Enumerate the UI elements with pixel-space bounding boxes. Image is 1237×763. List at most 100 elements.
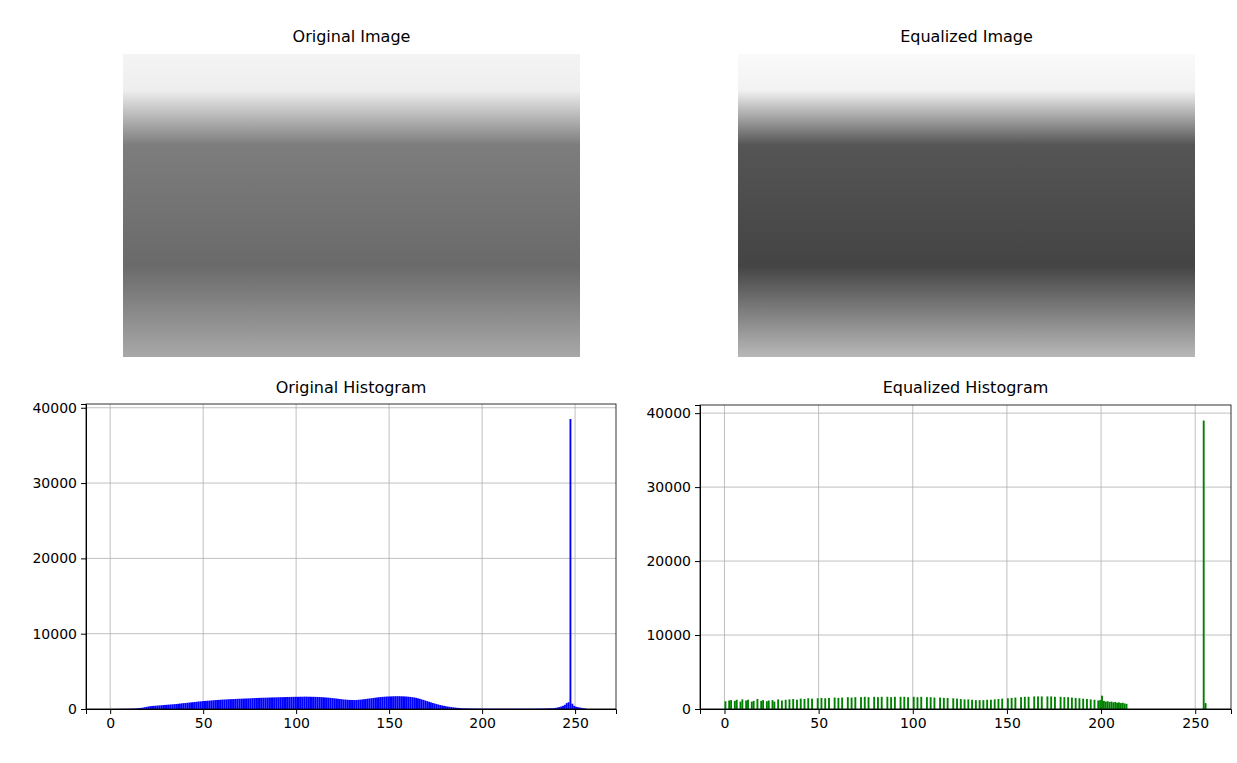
histogram-bar: [930, 697, 932, 709]
histogram-bar: [376, 697, 378, 709]
histogram-bar: [209, 701, 211, 709]
histogram-bar: [1107, 701, 1109, 709]
y-axis: 010000200003000040000: [32, 400, 86, 717]
histogram-bar: [730, 700, 732, 709]
histogram-bar: [781, 700, 783, 709]
tick-mark: [695, 635, 700, 636]
histogram-bar: [398, 696, 400, 709]
histogram-bar: [335, 699, 337, 709]
histogram-bar: [1028, 697, 1030, 709]
tick-label: 30000: [646, 479, 691, 495]
tick-label: 10000: [32, 626, 77, 642]
histogram-bar: [385, 697, 387, 709]
histogram-bar: [881, 697, 883, 709]
histogram-bar: [411, 697, 413, 709]
histogram-bar: [359, 700, 361, 709]
histogram-bar: [570, 419, 572, 709]
histogram-bar: [382, 697, 384, 709]
histogram-bar: [285, 697, 287, 709]
histogram-bar: [350, 700, 352, 709]
histogram-bar: [367, 699, 369, 709]
histogram-bar: [821, 698, 823, 709]
histogram-bar: [1105, 702, 1107, 709]
histogram-bar: [432, 703, 434, 709]
histogram-bar: [159, 705, 161, 709]
grid: [700, 405, 1231, 709]
tick-label: 150: [376, 715, 403, 731]
histogram-bar: [1120, 703, 1122, 709]
histogram-bar: [979, 700, 981, 709]
grid-line: [86, 483, 616, 484]
histogram-bar: [417, 698, 419, 709]
histogram-bar: [177, 704, 179, 709]
histogram-bar: [344, 700, 346, 709]
tick-label: 0: [68, 701, 77, 717]
tick-label: 50: [195, 715, 213, 731]
histogram-bar: [851, 698, 853, 709]
histogram-bar: [789, 699, 791, 709]
histogram-bar: [564, 705, 566, 709]
histogram-bar: [302, 697, 304, 709]
histogram-bar: [328, 698, 330, 709]
grid-line: [389, 404, 390, 709]
histogram-bar: [220, 700, 222, 709]
histogram-bar: [276, 697, 278, 709]
image-placeholder: [123, 54, 580, 357]
histogram-bar: [160, 705, 162, 709]
histogram-bar: [198, 702, 200, 709]
grid-line: [86, 633, 616, 634]
histogram-bar: [796, 700, 798, 709]
histogram-bar: [994, 699, 996, 709]
histogram-bar: [238, 699, 240, 709]
grid-line: [724, 405, 725, 709]
tick: 20000: [646, 553, 700, 569]
grid-line: [296, 404, 297, 709]
tick-label: 250: [1182, 715, 1209, 731]
histogram-bar: [380, 697, 382, 709]
tick: 30000: [32, 475, 86, 491]
histogram-bar: [326, 698, 328, 709]
tick-label: 10000: [646, 627, 691, 643]
histogram-bar: [391, 696, 393, 709]
histogram-bar: [205, 701, 207, 709]
histogram-bar: [188, 703, 190, 709]
histogram-bar: [348, 700, 350, 709]
histogram-bar: [339, 699, 341, 709]
tick-label: 200: [469, 715, 496, 731]
histogram-bar: [873, 697, 875, 709]
histogram-bar: [1203, 421, 1205, 709]
histogram-bar: [294, 697, 296, 709]
histogram-bar: [257, 698, 259, 709]
histogram-bar: [907, 697, 909, 709]
histogram-bar: [331, 698, 333, 709]
histogram-bar: [333, 698, 335, 709]
histogram-bar: [203, 701, 205, 709]
histogram-bar: [307, 697, 309, 709]
histogram-bar: [571, 704, 573, 709]
tick-label: 50: [810, 715, 828, 731]
histogram-bar: [1078, 698, 1080, 709]
histogram-bar: [324, 697, 326, 709]
tick: 250: [562, 709, 589, 731]
tick-mark: [203, 709, 204, 714]
panel: Equalized Image: [738, 27, 1195, 357]
histogram-bar: [807, 698, 809, 709]
axis-line: [81, 405, 87, 710]
histogram-bar: [266, 698, 268, 709]
histogram-bar: [402, 696, 404, 709]
tick: 0: [721, 709, 730, 731]
tick-mark: [81, 558, 86, 559]
histogram-bar: [270, 697, 272, 709]
histogram-bar: [229, 699, 231, 709]
histogram-bar: [1112, 702, 1114, 709]
histogram-bar: [164, 705, 166, 709]
histogram-bar: [841, 698, 843, 709]
histogram-bar: [227, 699, 229, 709]
histogram-bar: [298, 697, 300, 709]
histogram-bar: [1054, 697, 1056, 709]
histogram-bar: [304, 697, 306, 709]
histogram-bar: [389, 696, 391, 709]
histogram-bar: [1086, 699, 1088, 709]
histogram-bar: [562, 706, 564, 709]
histogram-bar: [751, 702, 753, 709]
